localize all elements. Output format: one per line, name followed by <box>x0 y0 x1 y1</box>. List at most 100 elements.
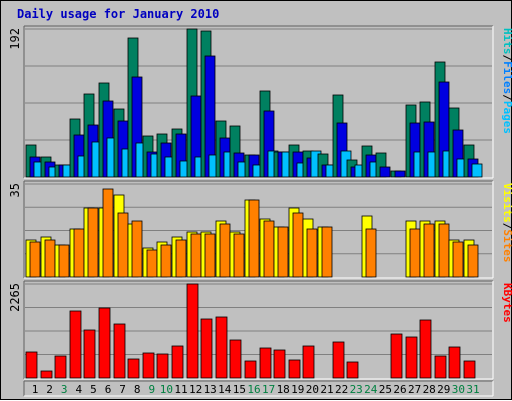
x-tick-label-day-23: 23 <box>350 383 363 396</box>
bar-kbytes-day-7 <box>113 323 126 379</box>
bar-sites-day-11 <box>175 239 187 278</box>
x-tick-label-day-5: 5 <box>90 383 97 396</box>
x-tick-label-day-26: 26 <box>393 383 406 396</box>
x-tick-label-day-14: 14 <box>218 383 232 396</box>
bar-sites-day-16 <box>248 199 260 278</box>
legend-entry: Visits <box>501 183 512 223</box>
x-tick-label-day-21: 21 <box>320 383 333 396</box>
legend-entry: / <box>501 94 512 101</box>
bar-sites-day-20 <box>306 228 318 278</box>
bar-kbytes-day-10 <box>156 353 169 379</box>
x-tick-label-day-31: 31 <box>466 383 479 396</box>
x-tick-label-day-3: 3 <box>61 383 68 396</box>
legend-entry: Sites <box>501 229 512 262</box>
x-tick-label-day-1: 1 <box>32 383 39 396</box>
bar-kbytes-day-6 <box>98 307 111 379</box>
x-tick-label-day-13: 13 <box>204 383 217 396</box>
bar-sites-day-9 <box>146 249 158 278</box>
x-tick-label-day-6: 6 <box>105 383 112 396</box>
bar-kbytes-day-8 <box>127 358 140 379</box>
bar-sites-day-18 <box>277 226 289 278</box>
bar-kbytes-day-4 <box>69 310 82 379</box>
bar-kbytes-day-28 <box>419 319 432 379</box>
bar-kbytes-day-12 <box>186 283 199 379</box>
bar-sites-day-28 <box>423 223 435 278</box>
bar-sites-day-8 <box>131 220 143 278</box>
y-axis-max-label: 35 <box>8 183 22 197</box>
bar-kbytes-day-27 <box>405 336 418 379</box>
x-tick-label-day-17: 17 <box>262 383 275 396</box>
bar-sites-day-21 <box>321 226 333 278</box>
x-tick-label-day-18: 18 <box>277 383 290 396</box>
bar-sites-day-1 <box>29 241 41 278</box>
x-tick-label-day-15: 15 <box>233 383 246 396</box>
bar-sites-day-7 <box>117 212 129 278</box>
bar-sites-day-17 <box>263 220 275 278</box>
bar-sites-day-27 <box>409 228 421 278</box>
bar-kbytes-day-30 <box>448 346 461 379</box>
bar-kbytes-day-14 <box>215 316 228 379</box>
bar-kbytes-day-1 <box>25 351 38 379</box>
legend-entry: Files <box>501 61 512 94</box>
x-tick-label-day-25: 25 <box>379 383 392 396</box>
x-tick-label-day-30: 30 <box>452 383 465 396</box>
panel-1: 192 Hits/Files/Pages <box>8 25 512 179</box>
x-tick-label-day-24: 24 <box>364 383 378 396</box>
x-axis-band <box>24 381 493 396</box>
x-tick-label-day-10: 10 <box>160 383 173 396</box>
bar-kbytes-day-26 <box>390 333 403 379</box>
x-tick-label-day-11: 11 <box>174 383 187 396</box>
x-tick-label-day-7: 7 <box>119 383 126 396</box>
panel-3: 2265 KBytes <box>8 280 512 380</box>
bar-sites-day-29 <box>438 223 450 278</box>
x-tick-label-day-22: 22 <box>335 383 348 396</box>
bar-kbytes-day-2 <box>40 370 53 379</box>
legend-panel-2: Visits/Sites <box>501 183 512 263</box>
bar-sites-day-31 <box>467 244 479 278</box>
x-tick-label-day-16: 16 <box>247 383 260 396</box>
legend-entry: / <box>501 55 512 62</box>
legend-entry: Hits <box>501 28 512 55</box>
bar-sites-day-4 <box>73 228 85 278</box>
legend-entry: / <box>501 223 512 230</box>
legend-entry: KBytes <box>501 283 512 323</box>
bar-sites-day-24 <box>365 228 377 278</box>
x-tick-label-day-28: 28 <box>423 383 436 396</box>
bar-kbytes-day-15 <box>229 339 242 379</box>
bar-kbytes-day-29 <box>434 355 447 379</box>
bar-kbytes-day-9 <box>142 352 155 379</box>
chart-title: Daily usage for January 2010 <box>17 7 219 21</box>
x-tick-label-day-2: 2 <box>46 383 53 396</box>
x-tick-label-day-29: 29 <box>437 383 450 396</box>
bar-pages-day-31 <box>471 163 483 178</box>
bar-sites-day-2 <box>44 239 56 278</box>
x-tick-label-day-9: 9 <box>148 383 155 396</box>
bar-sites-day-5 <box>87 207 99 278</box>
legend-panel-1: Hits/Files/Pages <box>501 28 512 134</box>
bar-kbytes-day-5 <box>83 329 96 379</box>
x-tick-label-day-12: 12 <box>189 383 202 396</box>
x-tick-label-day-27: 27 <box>408 383 421 396</box>
bar-sites-day-15 <box>233 233 245 278</box>
x-axis-labels: 1 2 3 4 5 6 7 8 9 10 11 12 13 14 15 16 17 18 19 20 21 22 23 24 2… <box>23 380 494 397</box>
bar-sites-day-19 <box>292 212 304 278</box>
bar-kbytes-day-11 <box>171 345 184 379</box>
bar-kbytes-day-19 <box>288 359 301 379</box>
bar-kbytes-day-22 <box>332 341 345 379</box>
x-tick-label-day-4: 4 <box>75 383 82 396</box>
bar-files-day-25 <box>379 166 391 178</box>
bar-sites-day-12 <box>190 233 202 278</box>
bar-kbytes-day-16 <box>244 360 257 379</box>
x-tick-label-day-19: 19 <box>291 383 304 396</box>
bar-sites-day-30 <box>452 241 464 278</box>
legend-panel-3: KBytes <box>501 283 512 323</box>
bar-kbytes-day-13 <box>200 318 213 379</box>
x-tick-label-day-8: 8 <box>134 383 141 396</box>
bar-sites-day-14 <box>219 223 231 278</box>
bar-kbytes-day-20 <box>302 345 315 379</box>
panel-2: 35 Visits/Sites <box>8 180 512 279</box>
y-axis-max-label: 192 <box>8 28 22 50</box>
bar-sites-day-13 <box>204 233 216 278</box>
bar-sites-day-6 <box>102 188 114 278</box>
bar-kbytes-day-23 <box>346 361 359 379</box>
